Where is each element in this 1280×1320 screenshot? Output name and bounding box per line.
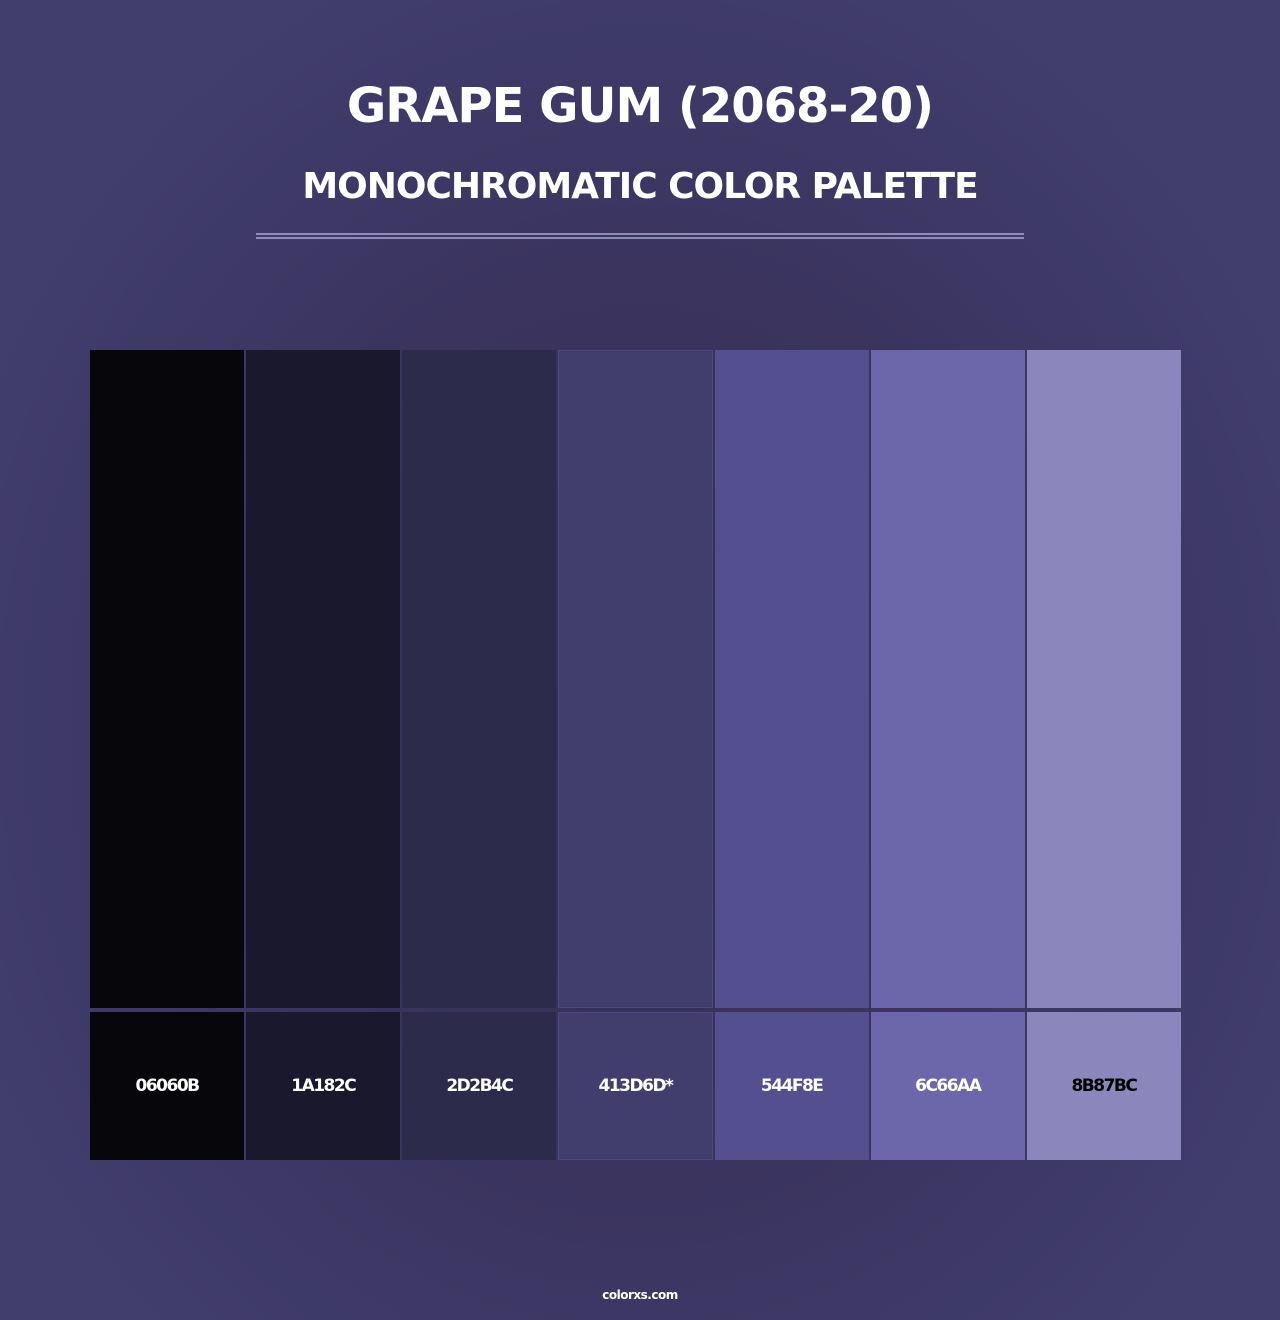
divider [256, 237, 1024, 239]
swatch-column[interactable]: 1A182C [246, 350, 401, 1160]
footer-brand[interactable]: colorxs.com [602, 1288, 678, 1302]
color-swatch[interactable] [1026, 350, 1181, 1008]
color-swatch[interactable] [90, 350, 245, 1008]
color-hex-label: 413D6D* [558, 1012, 713, 1160]
swatch-column[interactable]: 6C66AA [870, 350, 1025, 1160]
color-swatch[interactable] [246, 350, 401, 1008]
page-title: GRAPE GUM (2068-20) [346, 78, 934, 134]
color-palette: 06060B 1A182C 2D2B4C 413D6D* 544F8E 6C66AA 8B8… [90, 350, 1181, 1160]
color-hex-label: 6C66AA [870, 1012, 1025, 1160]
swatch-column[interactable]: 2D2B4C [402, 350, 557, 1160]
color-hex-label: 06060B [90, 1012, 245, 1160]
swatch-column[interactable]: 544F8E [714, 350, 869, 1160]
page-subtitle: MONOCHROMATIC COLOR PALETTE [302, 166, 978, 207]
color-swatch[interactable] [714, 350, 869, 1008]
color-swatch[interactable] [402, 350, 557, 1008]
color-swatch[interactable] [870, 350, 1025, 1008]
color-swatch[interactable] [558, 350, 713, 1008]
color-hex-label: 2D2B4C [402, 1012, 557, 1160]
color-hex-label: 544F8E [714, 1012, 869, 1160]
divider [256, 233, 1024, 235]
swatch-column[interactable]: 413D6D* [558, 350, 713, 1160]
color-hex-label: 1A182C [246, 1012, 401, 1160]
swatch-column[interactable]: 8B87BC [1026, 350, 1181, 1160]
color-hex-label: 8B87BC [1026, 1012, 1181, 1160]
swatch-column[interactable]: 06060B [90, 350, 245, 1160]
